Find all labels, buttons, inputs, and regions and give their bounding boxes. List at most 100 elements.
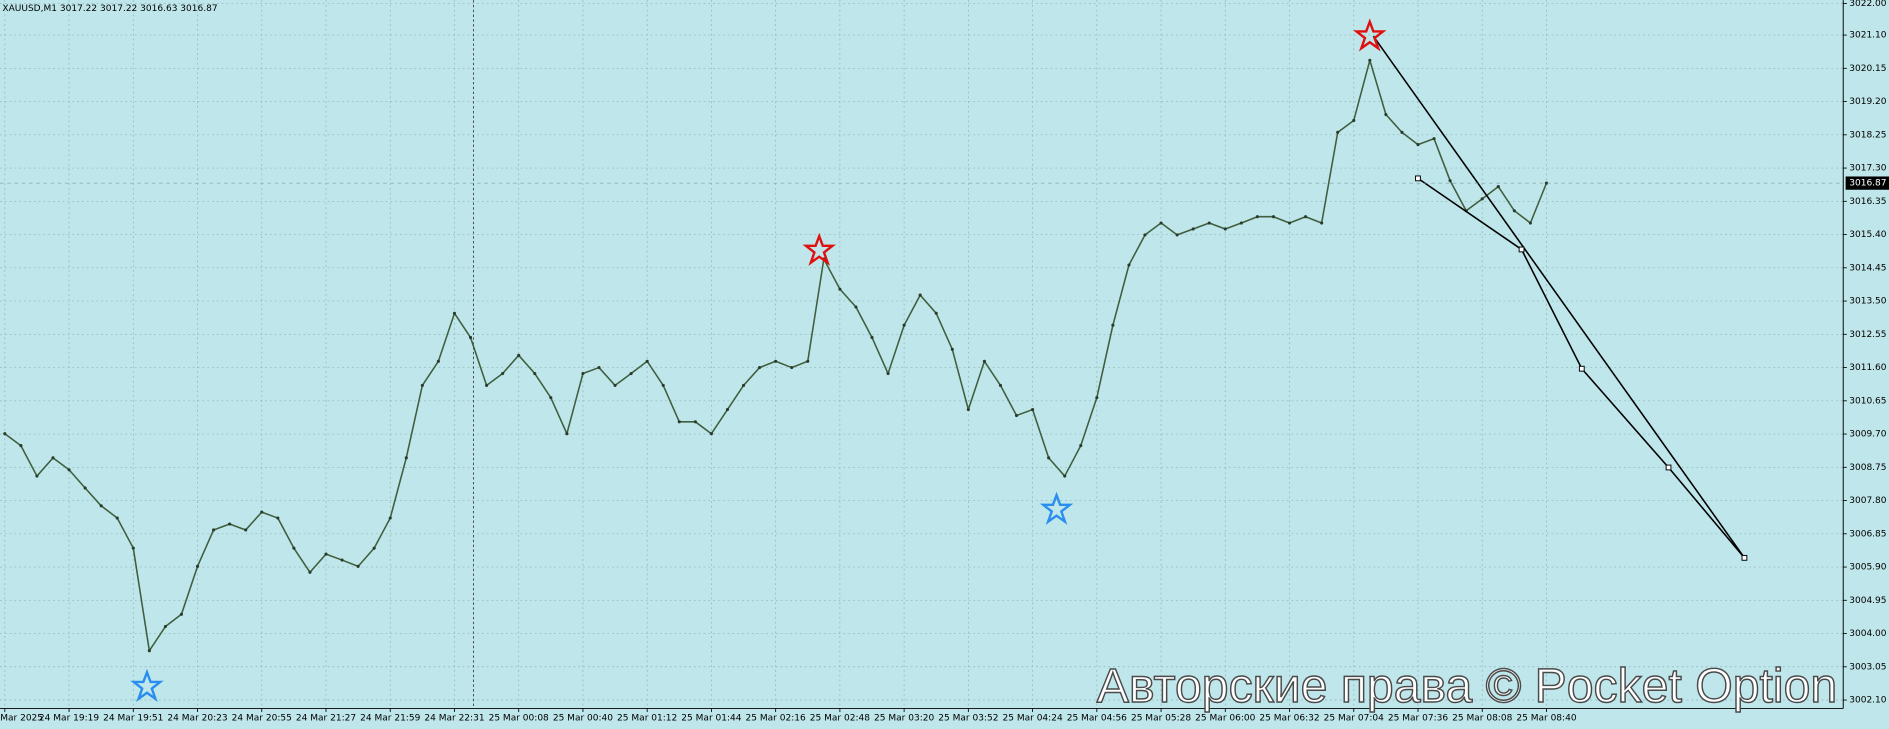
- price-point: [436, 359, 440, 363]
- price-point: [195, 564, 200, 568]
- x-tick-label: 25 Mar 08:08: [1452, 714, 1512, 724]
- price-point: [388, 516, 392, 520]
- price-point: [645, 359, 649, 363]
- price-point: [51, 456, 55, 460]
- price-point: [725, 407, 730, 412]
- y-tick-label: 3013.50: [1849, 297, 1887, 307]
- x-tick-label: 25 Mar 04:56: [1067, 714, 1127, 724]
- last-price-label: 3016.87: [1849, 179, 1886, 189]
- price-point: [292, 546, 296, 550]
- price-point: [966, 407, 970, 412]
- price-point: [212, 528, 216, 532]
- y-tick-label: 3019.20: [1849, 97, 1887, 107]
- y-tick-label: 3015.40: [1849, 230, 1887, 240]
- price-point: [372, 546, 376, 550]
- price-point: [244, 528, 248, 532]
- price-point: [1416, 143, 1420, 147]
- price-point: [1255, 215, 1259, 219]
- y-tick-label: 3018.25: [1849, 130, 1886, 140]
- y-tick-label: 3021.10: [1849, 31, 1887, 41]
- price-point: [709, 432, 713, 436]
- grid-layer: [0, 0, 1844, 709]
- price-point: [806, 359, 810, 363]
- price-point: [1384, 112, 1388, 117]
- y-tick-label: 3020.15: [1849, 64, 1886, 74]
- price-point: [420, 383, 424, 387]
- x-tick-label: 25 Mar 06:00: [1195, 714, 1255, 724]
- price-point: [629, 371, 633, 376]
- price-point: [790, 365, 794, 370]
- x-tick-label: 25 Mar 04:24: [1002, 714, 1062, 724]
- price-point: [1079, 444, 1083, 448]
- price-point: [902, 323, 906, 327]
- y-tick-label: 3003.05: [1849, 662, 1886, 672]
- x-tick-label: 24 Mar 20:55: [232, 714, 292, 724]
- price-point: [1111, 323, 1115, 327]
- y-tick-label: 3004.95: [1849, 596, 1886, 606]
- price-point: [1544, 181, 1549, 185]
- price-point: [1336, 130, 1340, 134]
- price-point: [260, 510, 264, 514]
- price-point: [886, 371, 890, 376]
- price-point: [774, 359, 778, 363]
- x-tick-label: 25 Mar 02:16: [746, 714, 806, 724]
- y-tick-label: 3011.60: [1849, 363, 1887, 373]
- price-point: [1400, 130, 1404, 134]
- x-tick-label: 24 Mar 21:59: [360, 714, 420, 724]
- price-point: [1063, 474, 1067, 478]
- x-tick-label: 25 Mar 01:44: [681, 714, 741, 724]
- price-point: [533, 371, 537, 376]
- price-point: [163, 624, 167, 629]
- watermark: Авторские права © Pocket Option: [1097, 659, 1837, 713]
- price-point: [3, 432, 7, 436]
- price-point: [950, 347, 954, 351]
- x-tick-label: 25 Mar 00:40: [553, 714, 613, 724]
- trend-line: [1372, 35, 1746, 559]
- price-point: [1512, 209, 1516, 213]
- y-tick-label: 3012.55: [1849, 330, 1886, 340]
- x-tick-label: 25 Mar 01:12: [617, 714, 677, 724]
- price-point: [1191, 227, 1195, 231]
- x-tick-label: 25 Mar 02:48: [810, 714, 870, 724]
- y-tick-label: 3006.85: [1849, 529, 1886, 539]
- price-point: [1352, 118, 1356, 123]
- x-tick-label: 25 Mar 00:08: [489, 714, 549, 724]
- x-tick-label: 25 Mar 03:20: [874, 714, 934, 724]
- price-point: [131, 546, 135, 550]
- price-point: [1304, 215, 1308, 219]
- x-tick-label: 25 Mar 07:04: [1324, 714, 1384, 724]
- price-point: [870, 335, 874, 340]
- trend-point: [1415, 175, 1421, 182]
- last-price-box: [1845, 176, 1889, 190]
- price-point: [597, 365, 601, 370]
- price-point: [1480, 197, 1484, 201]
- x-tick-label: 25 Mar 07:36: [1388, 714, 1448, 724]
- price-point: [741, 383, 746, 387]
- y-tick-label: 3014.45: [1849, 263, 1886, 273]
- trend-points: [1415, 175, 1748, 561]
- y-tick-label: 3009.70: [1849, 430, 1887, 440]
- price-point: [1014, 413, 1019, 418]
- price-point: [404, 456, 408, 460]
- trend-point: [1518, 246, 1525, 253]
- y-tick-label: 3017.30: [1849, 164, 1887, 174]
- price-point: [661, 383, 665, 387]
- y-tick-label: 3007.80: [1849, 496, 1887, 506]
- plot-layer: [3, 58, 1549, 653]
- x-tick-label: 24 Mar 20:23: [167, 714, 227, 724]
- price-point: [35, 474, 39, 478]
- price-point: [83, 486, 87, 490]
- price-point: [1368, 58, 1372, 62]
- price-point: [1143, 233, 1147, 237]
- price-point: [854, 305, 858, 309]
- price-point: [1287, 221, 1292, 225]
- price-point: [693, 420, 697, 424]
- price-point: [99, 504, 103, 508]
- price-point: [1159, 221, 1163, 225]
- x-tick-label: 25 Mar 05:28: [1131, 714, 1191, 724]
- price-point: [501, 371, 505, 376]
- price-point: [1448, 179, 1452, 183]
- price-point: [758, 365, 762, 370]
